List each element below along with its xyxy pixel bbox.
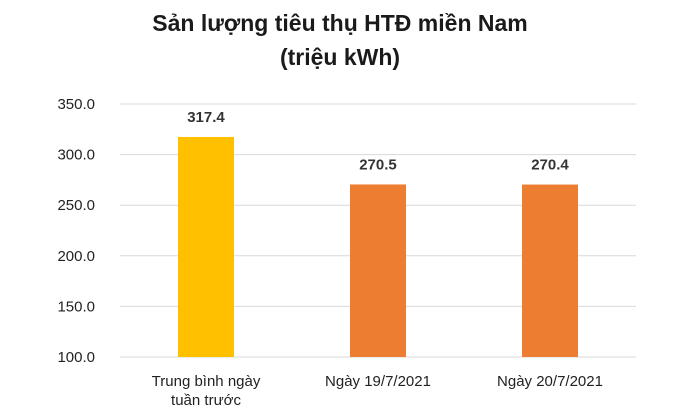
category-label: Trung bình ngày bbox=[152, 373, 261, 390]
bar bbox=[178, 136, 234, 357]
category-label: Ngày 20/7/2021 bbox=[497, 373, 603, 390]
y-tick-label: 300.0 bbox=[57, 147, 95, 164]
bar bbox=[522, 184, 578, 357]
x-axis-category-labels: Trung bình ngày tuần trước Ngày 19/7/2021 N… bbox=[152, 373, 603, 409]
y-tick-label: 250.0 bbox=[57, 197, 95, 214]
chart-title: Sản lượng tiêu thụ HTĐ miền Nam (triệu k… bbox=[0, 6, 680, 74]
bar bbox=[350, 184, 406, 357]
y-tick-label: 200.0 bbox=[57, 248, 95, 265]
y-tick-label: 350.0 bbox=[57, 96, 95, 113]
y-tick-label: 100.0 bbox=[57, 349, 95, 366]
data-label: 270.5 bbox=[359, 156, 397, 173]
bars bbox=[178, 136, 578, 357]
y-tick-label: 150.0 bbox=[57, 298, 95, 315]
category-label: tuần trước bbox=[171, 392, 241, 409]
data-label: 270.4 bbox=[531, 157, 569, 174]
category-label: Ngày 19/7/2021 bbox=[325, 373, 431, 390]
y-axis-tick-labels: 100.0 150.0 200.0 250.0 300.0 350.0 bbox=[57, 96, 95, 366]
chart-title-line-1: Sản lượng tiêu thụ HTĐ miền Nam bbox=[152, 10, 528, 36]
chart-title-line-2: (triệu kWh) bbox=[279, 44, 401, 70]
data-label: 317.4 bbox=[187, 109, 225, 126]
data-labels: 317.4 270.5 270.4 bbox=[187, 109, 569, 174]
